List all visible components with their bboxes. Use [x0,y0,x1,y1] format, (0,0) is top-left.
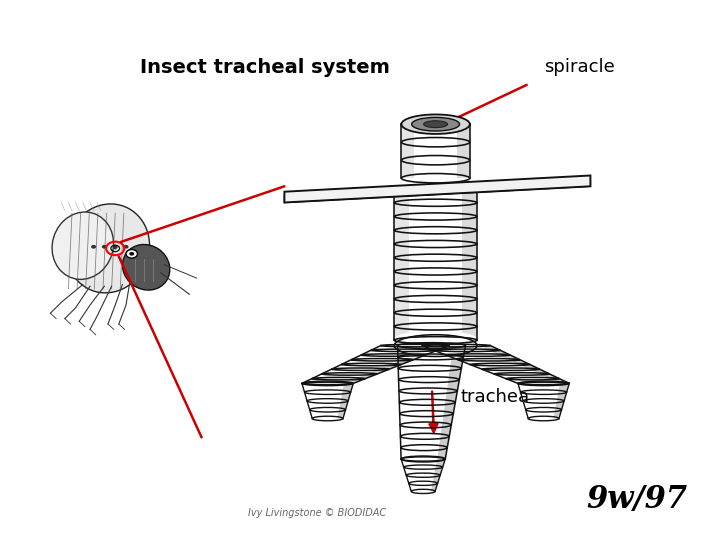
Polygon shape [518,383,570,418]
Ellipse shape [402,114,469,134]
Polygon shape [344,346,449,383]
Polygon shape [422,346,570,383]
Polygon shape [397,346,465,459]
Polygon shape [437,346,465,459]
Ellipse shape [102,245,107,248]
Polygon shape [462,189,477,340]
Polygon shape [395,189,477,340]
Polygon shape [431,459,445,491]
Polygon shape [302,346,449,383]
Polygon shape [554,383,570,418]
Ellipse shape [402,119,469,129]
Polygon shape [478,346,570,383]
Polygon shape [457,124,469,178]
Ellipse shape [126,249,138,258]
Ellipse shape [66,204,150,293]
Polygon shape [401,459,445,491]
Text: spiracle: spiracle [544,58,614,77]
Polygon shape [302,383,354,418]
Ellipse shape [91,245,96,248]
Ellipse shape [114,247,117,249]
Ellipse shape [386,330,485,361]
Polygon shape [338,383,354,418]
Polygon shape [284,176,590,202]
Ellipse shape [412,117,459,131]
Polygon shape [395,189,409,340]
Polygon shape [402,124,414,178]
Text: trachea: trachea [461,388,530,406]
Ellipse shape [122,245,170,290]
Ellipse shape [423,121,448,127]
Text: Ivy Livingstone © BIODIDAC: Ivy Livingstone © BIODIDAC [248,508,386,518]
Ellipse shape [113,245,118,248]
Ellipse shape [130,252,134,256]
Ellipse shape [52,212,114,279]
Polygon shape [284,180,590,202]
Text: Insect tracheal system: Insect tracheal system [140,58,390,77]
Polygon shape [402,124,469,178]
Text: 9w/97: 9w/97 [587,484,688,515]
Ellipse shape [124,245,128,248]
